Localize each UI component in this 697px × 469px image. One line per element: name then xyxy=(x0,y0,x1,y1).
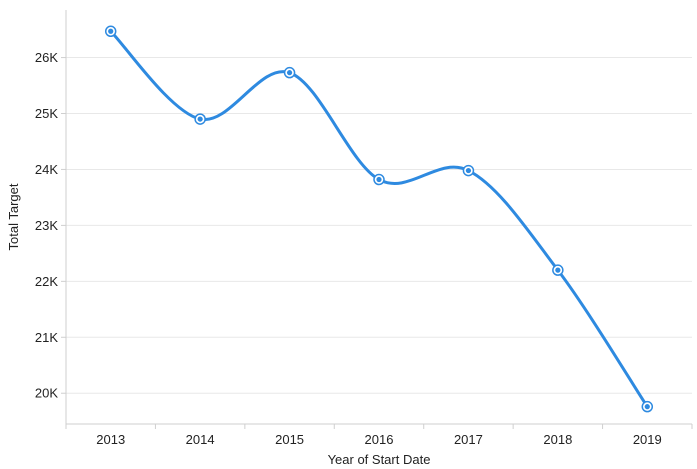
data-point-dot xyxy=(197,116,203,122)
y-tick-label: 25K xyxy=(35,106,58,121)
y-tick-label: 26K xyxy=(35,50,58,65)
data-point-dot xyxy=(555,267,561,273)
x-tick-label: 2016 xyxy=(365,432,394,447)
data-point[interactable] xyxy=(194,113,206,125)
y-tick-label: 24K xyxy=(35,162,58,177)
x-tick-label: 2015 xyxy=(275,432,304,447)
data-point[interactable] xyxy=(373,173,385,186)
gridlines xyxy=(66,57,692,394)
data-point-dot xyxy=(465,167,472,174)
data-point[interactable] xyxy=(641,400,654,413)
x-tick-label: 2014 xyxy=(186,432,215,447)
x-tick-label: 2017 xyxy=(454,432,483,447)
y-tick-label: 23K xyxy=(35,218,58,233)
data-point[interactable] xyxy=(552,264,564,276)
y-axis-title: Total Target xyxy=(6,183,21,250)
x-tick-label: 2019 xyxy=(633,432,662,447)
x-tick-label: 2013 xyxy=(96,432,125,447)
series-line xyxy=(109,29,649,409)
markers-layer xyxy=(104,25,654,413)
data-point-dot xyxy=(644,404,650,410)
data-point[interactable] xyxy=(283,66,296,79)
data-point-dot xyxy=(286,70,293,76)
data-point[interactable] xyxy=(104,25,117,38)
series-layer xyxy=(109,29,649,409)
x-axis-title: Year of Start Date xyxy=(328,452,431,467)
x-tick-label: 2018 xyxy=(543,432,572,447)
y-axis-ticks: 20K 21K 22K 23K 24K 25K 26K xyxy=(35,50,66,401)
data-point-dot xyxy=(376,176,382,183)
y-tick-label: 20K xyxy=(35,386,58,401)
data-point-dot xyxy=(108,28,114,34)
y-tick-label: 22K xyxy=(35,274,58,289)
y-tick-label: 21K xyxy=(35,330,58,345)
x-axis-ticks: 2013 2014 2015 2016 2017 2018 2019 xyxy=(65,424,693,447)
data-point[interactable] xyxy=(462,164,475,177)
axes xyxy=(65,10,692,425)
